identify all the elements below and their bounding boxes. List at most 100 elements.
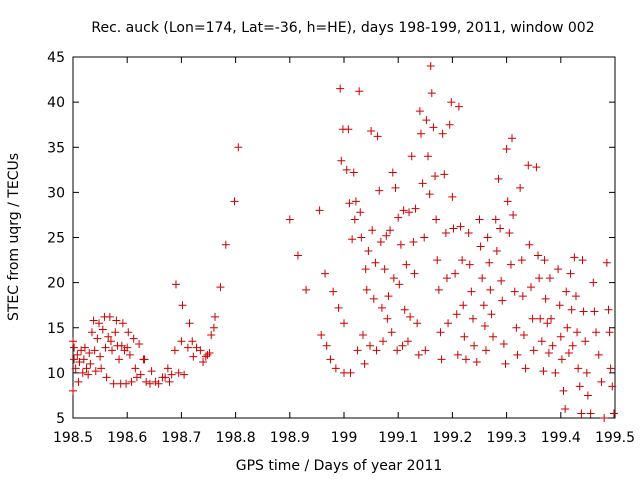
data-point	[403, 337, 412, 346]
data-point	[112, 316, 121, 325]
data-points	[69, 62, 618, 422]
data-point	[216, 283, 225, 292]
data-point	[373, 132, 382, 141]
data-point	[590, 307, 599, 316]
data-point	[480, 321, 489, 330]
data-point	[361, 265, 370, 274]
data-point	[468, 314, 477, 323]
data-point	[475, 215, 484, 224]
data-point	[396, 240, 405, 249]
data-point	[407, 152, 416, 161]
data-point	[209, 323, 218, 332]
data-point	[415, 107, 424, 116]
data-point	[356, 208, 365, 217]
data-point	[524, 161, 533, 170]
data-point	[170, 346, 179, 355]
data-point	[167, 370, 176, 379]
data-point	[525, 240, 534, 249]
data-point	[123, 343, 132, 352]
data-point	[510, 287, 519, 296]
data-point	[346, 368, 355, 377]
data-point	[418, 179, 427, 188]
data-point	[564, 349, 573, 358]
data-point	[105, 312, 114, 321]
data-point	[387, 328, 396, 337]
data-point	[140, 355, 149, 364]
data-point	[377, 303, 386, 312]
data-point	[578, 256, 587, 265]
data-point	[201, 352, 210, 361]
y-tick-label: 20	[47, 276, 65, 292]
data-point	[453, 350, 462, 359]
data-point	[567, 305, 576, 314]
data-point	[82, 364, 91, 373]
data-point	[505, 228, 514, 237]
data-point	[115, 355, 124, 364]
data-point	[534, 251, 543, 260]
y-axis-ticks: 5 10 15 20 25 30 35 40 45	[47, 50, 615, 427]
data-point	[351, 197, 360, 206]
data-point	[409, 238, 418, 247]
data-point	[389, 274, 398, 283]
data-point	[461, 355, 470, 364]
data-point	[406, 312, 415, 321]
data-point	[483, 233, 492, 242]
data-point	[476, 242, 485, 251]
data-point	[557, 355, 566, 364]
data-point	[429, 123, 438, 132]
data-point	[125, 350, 134, 359]
data-point	[95, 319, 104, 328]
data-point	[189, 352, 198, 361]
data-point	[188, 337, 197, 346]
data-point	[402, 260, 411, 269]
data-point	[449, 224, 458, 233]
data-point	[541, 294, 550, 303]
data-point	[420, 233, 429, 242]
data-point	[131, 364, 140, 373]
data-point	[508, 134, 517, 143]
data-point	[207, 330, 216, 339]
data-point	[465, 260, 474, 269]
data-point	[366, 341, 375, 350]
data-point	[536, 314, 545, 323]
data-point	[161, 373, 170, 382]
data-point	[337, 156, 346, 165]
data-point	[196, 346, 205, 355]
data-point	[357, 233, 366, 242]
x-tick-label: 199.3	[487, 430, 527, 446]
data-point	[84, 370, 93, 379]
data-point	[445, 120, 454, 129]
data-point	[421, 346, 430, 355]
data-point	[234, 143, 243, 152]
data-point	[518, 292, 527, 301]
y-tick-label: 45	[47, 50, 65, 66]
data-point	[405, 208, 414, 217]
data-point	[448, 192, 457, 201]
data-point	[230, 197, 239, 206]
data-point	[555, 301, 564, 310]
x-tick-label: 198.6	[107, 430, 147, 446]
data-point	[199, 358, 208, 367]
data-point	[561, 404, 570, 413]
data-point	[111, 328, 120, 337]
data-point	[485, 258, 494, 267]
data-point	[575, 382, 584, 391]
plot-frame	[72, 56, 616, 419]
data-point	[221, 240, 230, 249]
data-point	[551, 368, 560, 377]
data-point	[458, 256, 467, 265]
x-tick-label: 199.5	[595, 430, 635, 446]
data-point	[91, 367, 100, 376]
data-point	[86, 359, 95, 368]
data-point	[492, 247, 501, 256]
data-point	[85, 349, 94, 358]
data-point	[424, 152, 433, 161]
data-point	[369, 294, 378, 303]
data-point	[472, 358, 481, 367]
data-point	[353, 346, 362, 355]
x-axis-ticks: 198.5 198.6 198.7 198.8 198.9 199 199.1 199.2 19…	[53, 57, 635, 446]
data-point	[497, 276, 506, 285]
data-point	[543, 319, 552, 328]
data-point	[108, 346, 117, 355]
